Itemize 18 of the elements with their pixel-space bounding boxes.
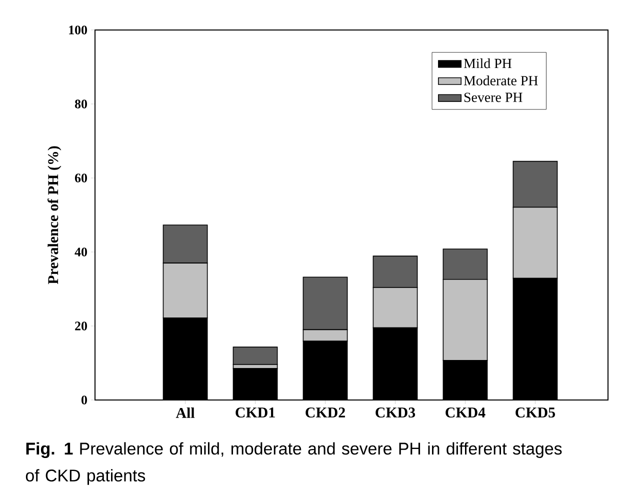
x-tick-label: CKD2 <box>306 408 345 418</box>
y-tick-label: 100 <box>69 26 87 34</box>
y-tick-label: 20 <box>75 322 87 330</box>
y-tick-label: 0 <box>82 396 87 404</box>
legend-label: Severe PH <box>464 92 522 102</box>
y-tick-label: 40 <box>74 248 87 256</box>
legend-label: Mild PH <box>464 58 512 68</box>
x-tick-label: All <box>176 408 195 418</box>
y-tick-label: 80 <box>74 100 87 108</box>
y-axis-title: Prevalence of PH (%) <box>48 146 62 284</box>
x-tick-label: CKD3 <box>376 408 416 418</box>
x-tick-label: CKD5 <box>516 408 556 418</box>
text: Fig. 1 Prevalence of mild, moderate and severe PH in different stages of CKD patients <box>26 442 562 485</box>
x-tick-label: CKD4 <box>446 408 486 418</box>
x-tick-label: CKD1 <box>236 408 275 418</box>
y-tick-label: 60 <box>74 174 87 182</box>
legend-label: Moderate PH <box>464 76 538 86</box>
bar <box>232 346 278 365</box>
